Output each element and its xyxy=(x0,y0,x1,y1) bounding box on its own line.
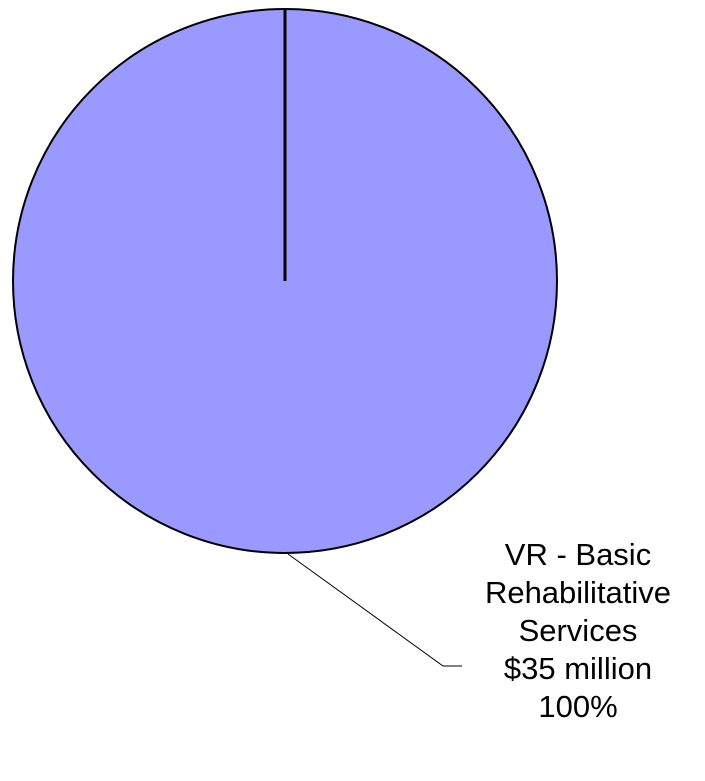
slice-leader-line xyxy=(287,553,462,667)
slice-label-line-3: Services xyxy=(518,613,638,648)
slice-value-label: $35 million xyxy=(503,651,653,686)
slice-label-vr-basic: VR - Basic Rehabilitative Services $35 m… xyxy=(458,536,698,726)
pie-slices xyxy=(12,8,558,554)
slice-label-line-2: Rehabilitative xyxy=(484,575,672,610)
slice-percent-label: 100% xyxy=(538,689,618,724)
slice-label-line-1: VR - Basic xyxy=(504,537,652,572)
